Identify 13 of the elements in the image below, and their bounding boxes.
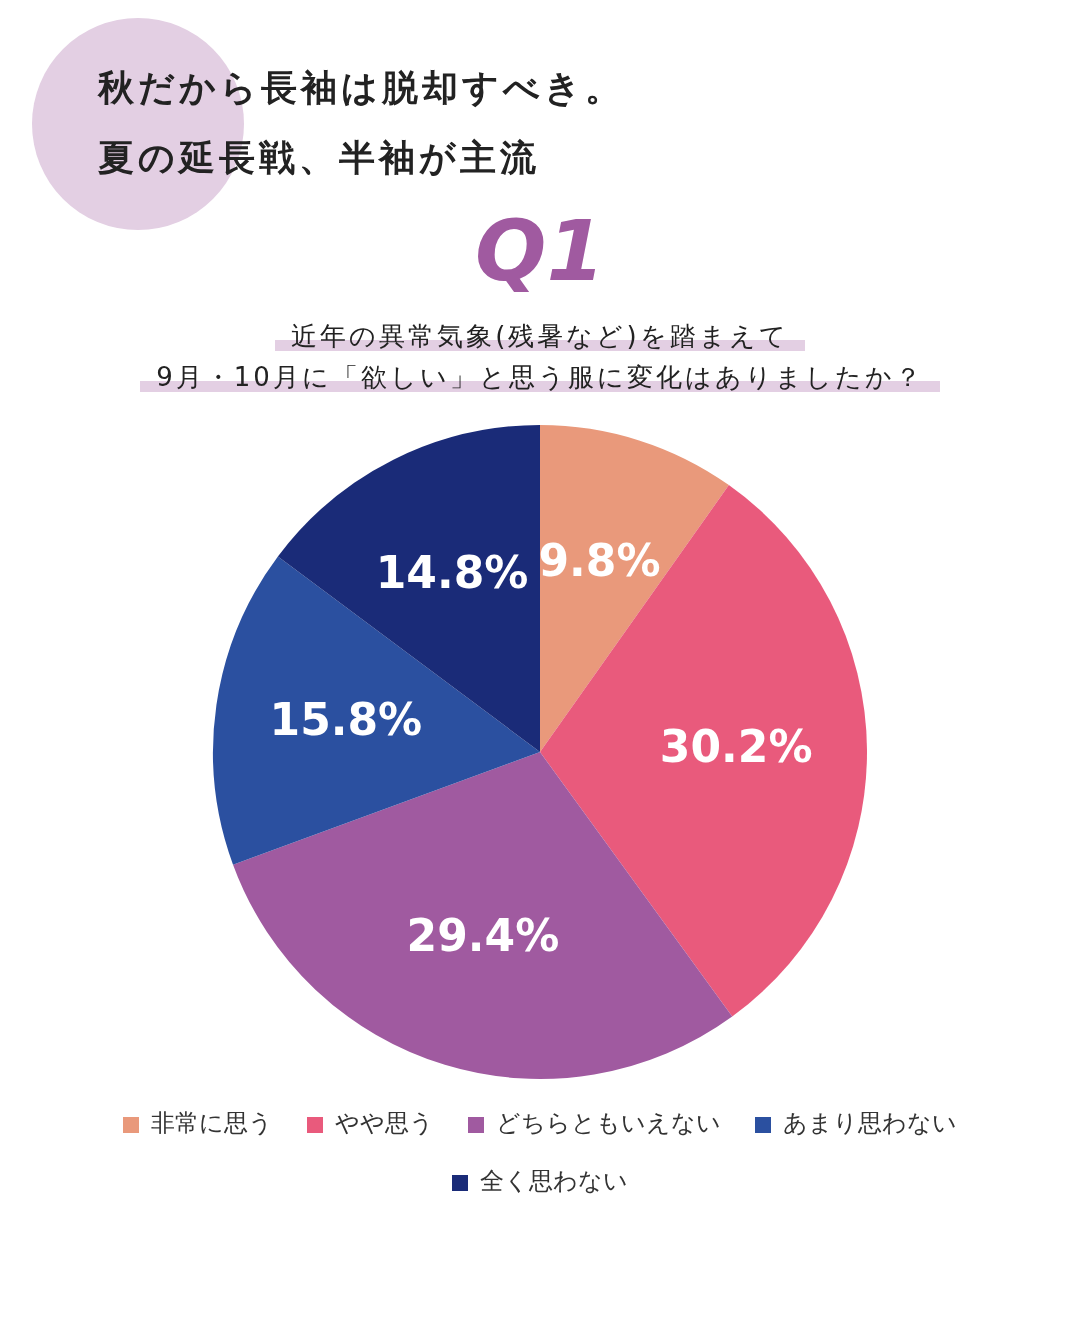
legend-label: 非常に思う — [151, 1109, 273, 1138]
legend-label: あまり思わない — [783, 1109, 957, 1138]
data-label: 30.2% — [659, 721, 813, 773]
data-label: 14.8% — [375, 547, 529, 599]
legend-label: どちらともいえない — [496, 1109, 721, 1138]
chart-subtitle: 近年の異常気象(残暑など)を踏まえて 9月・10月に「欲しい」と思う服に変化はありましたか？ — [155, 321, 925, 392]
legend-label: 全く思わない — [480, 1167, 628, 1196]
chart-title: 秋だから長袖は脱却すべき。夏の延長戦、半袖が主流 — [98, 66, 626, 180]
data-label: 29.4% — [406, 910, 560, 962]
data-label: 15.8% — [269, 694, 423, 746]
legend-label: やや思う — [335, 1109, 434, 1138]
text: Q1 — [474, 202, 606, 300]
data-label: 9.8% — [538, 535, 661, 587]
